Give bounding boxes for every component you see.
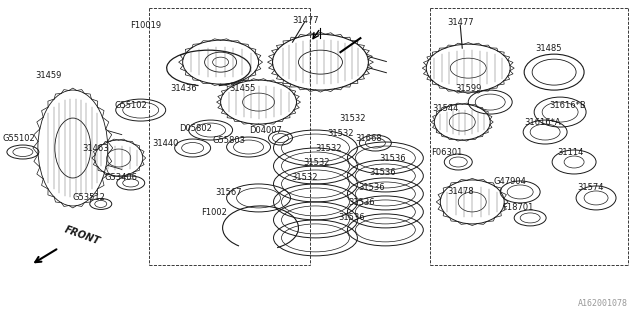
Text: 31544: 31544 <box>432 104 458 113</box>
Text: F1002: F1002 <box>201 208 227 217</box>
Text: 31567: 31567 <box>215 188 242 197</box>
Text: 31478: 31478 <box>447 188 474 196</box>
Text: G55102: G55102 <box>115 100 147 109</box>
Text: 31532: 31532 <box>303 158 330 167</box>
Text: A162001078: A162001078 <box>578 299 628 308</box>
Text: F18701: F18701 <box>502 204 534 212</box>
Text: D05802: D05802 <box>179 124 212 132</box>
Text: 31536: 31536 <box>358 183 385 192</box>
Text: F10019: F10019 <box>130 21 161 30</box>
Text: G55803: G55803 <box>212 136 245 145</box>
Text: 31532: 31532 <box>291 173 317 182</box>
Text: 31532: 31532 <box>315 143 342 153</box>
Text: 31477: 31477 <box>447 18 474 27</box>
Text: 31536: 31536 <box>348 198 374 207</box>
Text: G53512: G53512 <box>72 194 105 203</box>
Text: 31455: 31455 <box>229 84 256 92</box>
Text: G47904: G47904 <box>493 178 527 187</box>
Text: 31536: 31536 <box>369 169 396 178</box>
Text: 31616*B: 31616*B <box>550 100 586 109</box>
Text: 31574: 31574 <box>577 183 604 192</box>
Text: 31485: 31485 <box>535 44 561 53</box>
Text: 31616*A: 31616*A <box>524 117 561 126</box>
Text: D04007: D04007 <box>249 125 282 134</box>
Text: 31436: 31436 <box>170 84 197 92</box>
Text: 31114: 31114 <box>557 148 583 156</box>
Text: 31459: 31459 <box>36 71 62 80</box>
Text: 31599: 31599 <box>455 84 481 92</box>
Text: 31536: 31536 <box>379 154 406 163</box>
Text: F06301: F06301 <box>431 148 463 156</box>
Text: 31668: 31668 <box>355 133 382 142</box>
Text: 31536: 31536 <box>338 213 365 222</box>
Text: 31477: 31477 <box>292 16 319 25</box>
Text: 31440: 31440 <box>152 139 179 148</box>
Text: G53406: G53406 <box>104 173 137 182</box>
Text: 31532: 31532 <box>339 114 365 123</box>
Text: G55102: G55102 <box>3 133 35 142</box>
Text: FRONT: FRONT <box>63 225 101 247</box>
Text: 31532: 31532 <box>327 129 354 138</box>
Text: 31463: 31463 <box>83 143 109 153</box>
